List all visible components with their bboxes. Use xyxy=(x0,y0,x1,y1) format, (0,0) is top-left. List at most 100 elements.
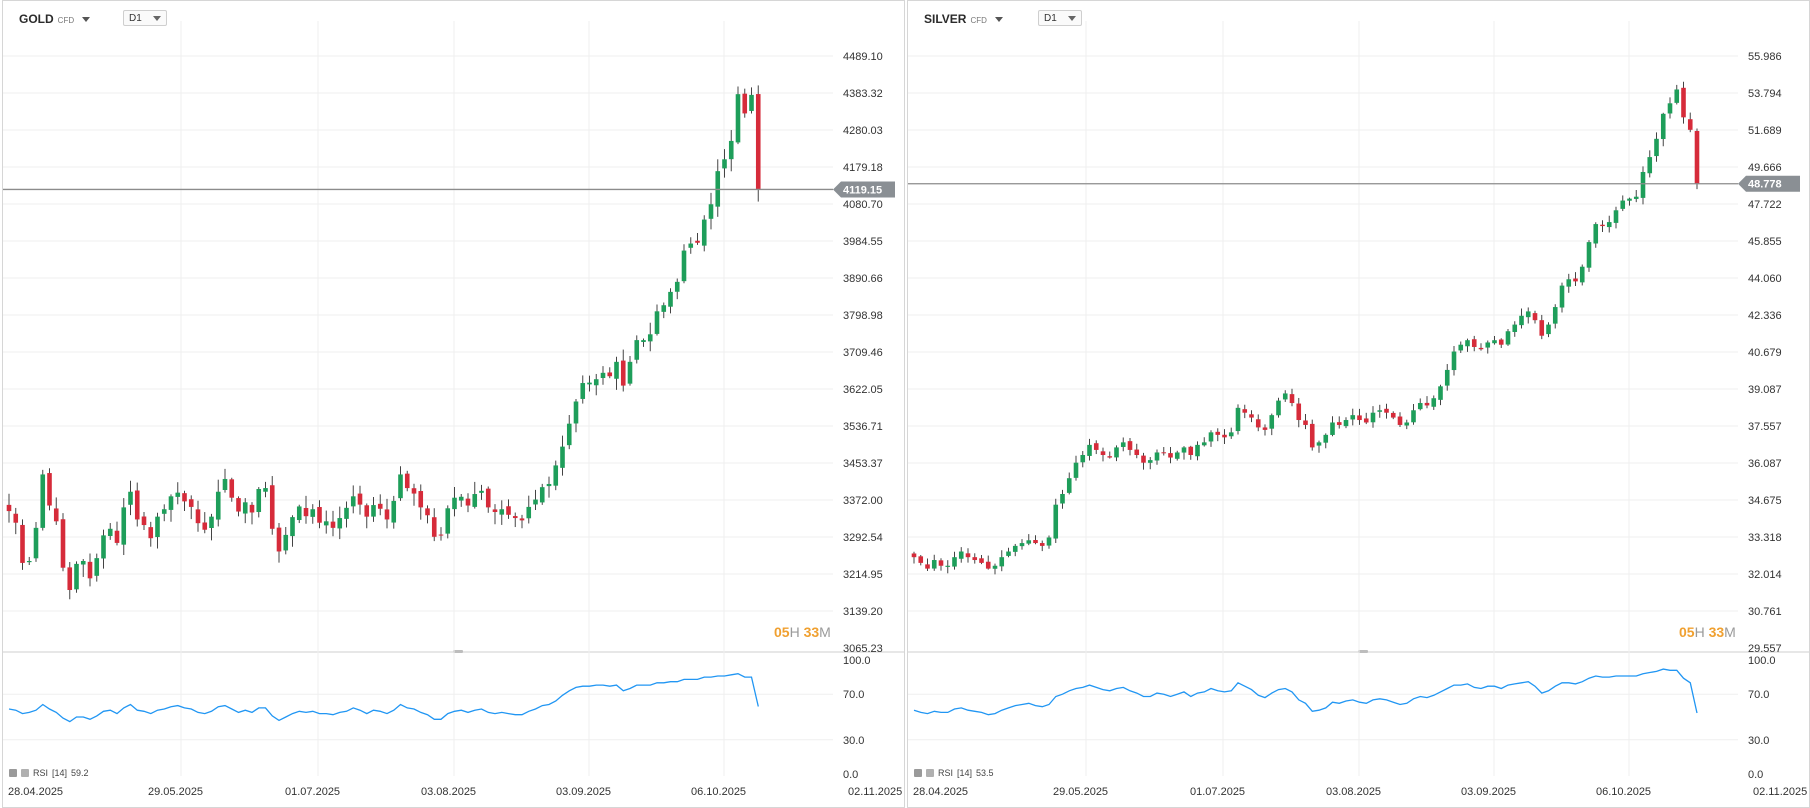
candle xyxy=(418,484,424,520)
countdown-minutes-unit: M xyxy=(1724,624,1736,640)
countdown-minutes: 33 xyxy=(803,624,820,640)
candle xyxy=(1201,437,1207,447)
candle xyxy=(1019,539,1025,550)
candle-body xyxy=(94,558,100,576)
symbol-selector[interactable]: SILVER CFD xyxy=(924,10,1003,28)
rsi-value: 59.2 xyxy=(71,768,89,778)
candle xyxy=(1377,404,1383,418)
candle-body xyxy=(1559,285,1565,308)
candle-body xyxy=(74,563,79,590)
candle xyxy=(1161,447,1167,456)
chart-canvas[interactable]: 55.986 53.794 51.689 49.666 47.722 45.855 44.0… xyxy=(908,1,1809,807)
candle xyxy=(1343,417,1349,429)
candle xyxy=(209,513,214,541)
candle-body xyxy=(1390,412,1396,418)
candle xyxy=(985,555,991,570)
candle xyxy=(1417,398,1423,411)
candle xyxy=(911,551,917,564)
candle-body xyxy=(377,503,383,509)
candle xyxy=(404,470,410,492)
candle-countdown: 05H 33M xyxy=(774,624,831,640)
candle-body xyxy=(215,491,221,520)
candle-body xyxy=(458,496,464,501)
candle-body xyxy=(1492,340,1497,344)
candle-body xyxy=(1600,224,1605,227)
candle-body xyxy=(1195,444,1200,457)
candle-body xyxy=(1444,369,1450,386)
candle xyxy=(938,558,944,571)
candle-body xyxy=(1019,543,1025,547)
candle-body xyxy=(438,534,444,536)
candle xyxy=(1276,397,1281,418)
candle-body xyxy=(701,219,707,246)
candle xyxy=(236,496,241,517)
timeframe-select[interactable]: D1 xyxy=(123,10,167,26)
candle xyxy=(1168,446,1173,464)
candle-body xyxy=(128,491,133,505)
candle xyxy=(1174,450,1180,461)
candle-body xyxy=(1687,119,1693,130)
candle xyxy=(647,322,653,352)
settings-icon[interactable] xyxy=(914,769,922,777)
candle xyxy=(101,529,106,569)
candle-body xyxy=(256,488,262,513)
candle-body xyxy=(1296,403,1302,421)
candle xyxy=(674,278,680,300)
candle xyxy=(1532,310,1538,324)
settings-icon[interactable] xyxy=(9,769,17,777)
candle-body xyxy=(1458,344,1464,351)
candle-body xyxy=(1525,311,1531,318)
candle-body xyxy=(1485,342,1491,348)
candle xyxy=(175,482,181,505)
timeframe-select[interactable]: D1 xyxy=(1038,10,1082,26)
candle xyxy=(148,521,154,547)
symbol-selector[interactable]: GOLD CFD xyxy=(19,10,91,28)
candle-body xyxy=(1073,462,1079,478)
close-icon[interactable] xyxy=(21,769,29,777)
candle-body xyxy=(155,516,160,538)
candle-body xyxy=(6,504,12,512)
price-axis-label: 49.666 xyxy=(1748,162,1782,174)
chart-canvas[interactable]: 4489.10 4383.32 4280.03 4179.18 4080.70 3984.… xyxy=(3,1,904,807)
candle-body xyxy=(1093,443,1099,450)
timeframe-value: D1 xyxy=(1044,12,1057,24)
candle-body xyxy=(263,488,268,492)
candle-body xyxy=(87,561,93,579)
chart-panel-gold[interactable]: GOLD CFD D1 4489.10 4383.32 4280.03 4179.18… xyxy=(2,0,905,808)
candle-body xyxy=(553,465,559,486)
candle xyxy=(999,550,1005,572)
candle xyxy=(242,498,248,524)
candle-body xyxy=(1262,427,1268,430)
price-axis-label: 36.087 xyxy=(1748,458,1782,470)
candle xyxy=(965,548,971,563)
close-icon[interactable] xyxy=(926,769,934,777)
candle-body xyxy=(269,485,275,529)
candle-body xyxy=(1660,113,1666,140)
candle-body xyxy=(1377,410,1383,412)
candle-body xyxy=(1363,418,1369,423)
candle xyxy=(20,519,25,570)
candle-body xyxy=(526,506,532,519)
countdown-hours: 05 xyxy=(1679,624,1695,640)
candle-body xyxy=(1404,422,1410,426)
candle-body xyxy=(1424,402,1430,406)
candle xyxy=(337,506,343,540)
candle xyxy=(1512,321,1518,337)
chart-panel-silver[interactable]: SILVER CFD D1 55.986 53.794 51.689 49.666 47… xyxy=(907,0,1810,808)
candle-body xyxy=(722,159,727,169)
candle-body xyxy=(560,446,565,468)
candle-body xyxy=(580,383,586,399)
rsi-axis-label: 30.0 xyxy=(843,735,864,747)
candle xyxy=(364,503,370,529)
candle-body xyxy=(1026,540,1032,544)
candle-body xyxy=(945,565,951,567)
candle xyxy=(465,493,471,513)
price-axis-label: 3798.98 xyxy=(843,310,883,322)
candle-body xyxy=(1107,456,1113,458)
candle-body xyxy=(101,535,106,559)
candle-body xyxy=(1627,198,1632,201)
candle xyxy=(1087,438,1092,461)
candle-body xyxy=(1539,320,1545,336)
candle xyxy=(1539,314,1545,340)
rsi-axis-label: 0.0 xyxy=(843,769,858,781)
